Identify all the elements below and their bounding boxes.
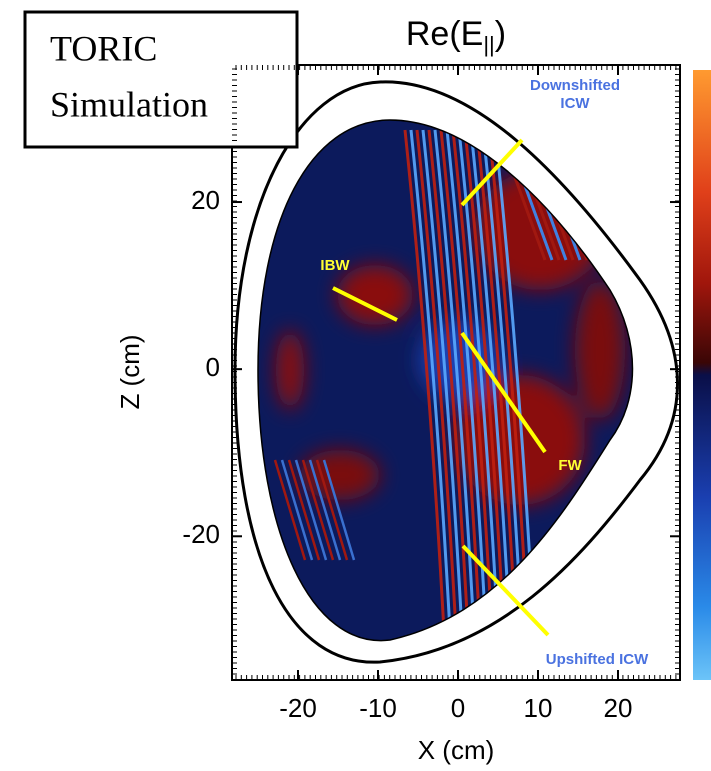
annotation: Downshifted [530, 77, 620, 94]
annotation: FW [558, 457, 582, 474]
plot-frame [231, 64, 681, 681]
title-subscript: || [483, 32, 494, 57]
wave-stripe [322, 459, 356, 561]
wave-stripe [280, 459, 314, 561]
wave-stripe [439, 129, 483, 641]
y-tick-label: 0 [206, 352, 220, 382]
pointer [460, 138, 524, 207]
title-main: Re(E [406, 15, 483, 53]
wave-stripe [457, 129, 501, 641]
annotation: ICW [560, 95, 590, 112]
pointer [461, 544, 550, 637]
title-end: ) [495, 15, 506, 53]
colorbar [693, 70, 711, 680]
x-tick-label: -20 [279, 693, 317, 723]
wave-stripe [409, 129, 453, 641]
wave-stripe [415, 129, 459, 641]
wave-stripe [287, 459, 321, 561]
y-tick-label: 20 [191, 185, 220, 215]
label-box-line: TORIC [50, 28, 157, 68]
lobe [276, 330, 304, 410]
x-axis-label: X (cm) [418, 735, 495, 765]
wave-stripe [403, 129, 447, 641]
lobe [337, 265, 413, 325]
plasma-edge [257, 119, 634, 642]
x-tick-label: -10 [359, 693, 397, 723]
y-tick-label: -20 [182, 519, 220, 549]
x-tick-label: 10 [524, 693, 553, 723]
x-tick-label: 0 [451, 693, 465, 723]
annotation: Upshifted ICW [546, 651, 649, 668]
wave-stripe [427, 129, 471, 641]
annotation: IBW [320, 257, 350, 274]
label-box-line: Simulation [50, 84, 208, 124]
wave-stripe [308, 459, 342, 561]
pointer [460, 331, 547, 454]
x-tick-label: 20 [604, 693, 633, 723]
field-map [258, 120, 633, 641]
wave-stripe [445, 129, 489, 641]
pointer [332, 286, 398, 322]
pointers [332, 138, 550, 637]
wave-stripe [433, 129, 477, 641]
chart-title: Re(E||) [406, 15, 506, 57]
wave-stripe [301, 459, 335, 561]
label-box [23, 10, 299, 149]
wave-stripe [273, 459, 307, 561]
y-axis-label: Z (cm) [115, 334, 145, 409]
wave-stripe [421, 129, 465, 641]
wave-stripe [294, 459, 328, 561]
wave-stripe [315, 459, 349, 561]
lobe [300, 450, 380, 500]
lobe [575, 280, 625, 420]
